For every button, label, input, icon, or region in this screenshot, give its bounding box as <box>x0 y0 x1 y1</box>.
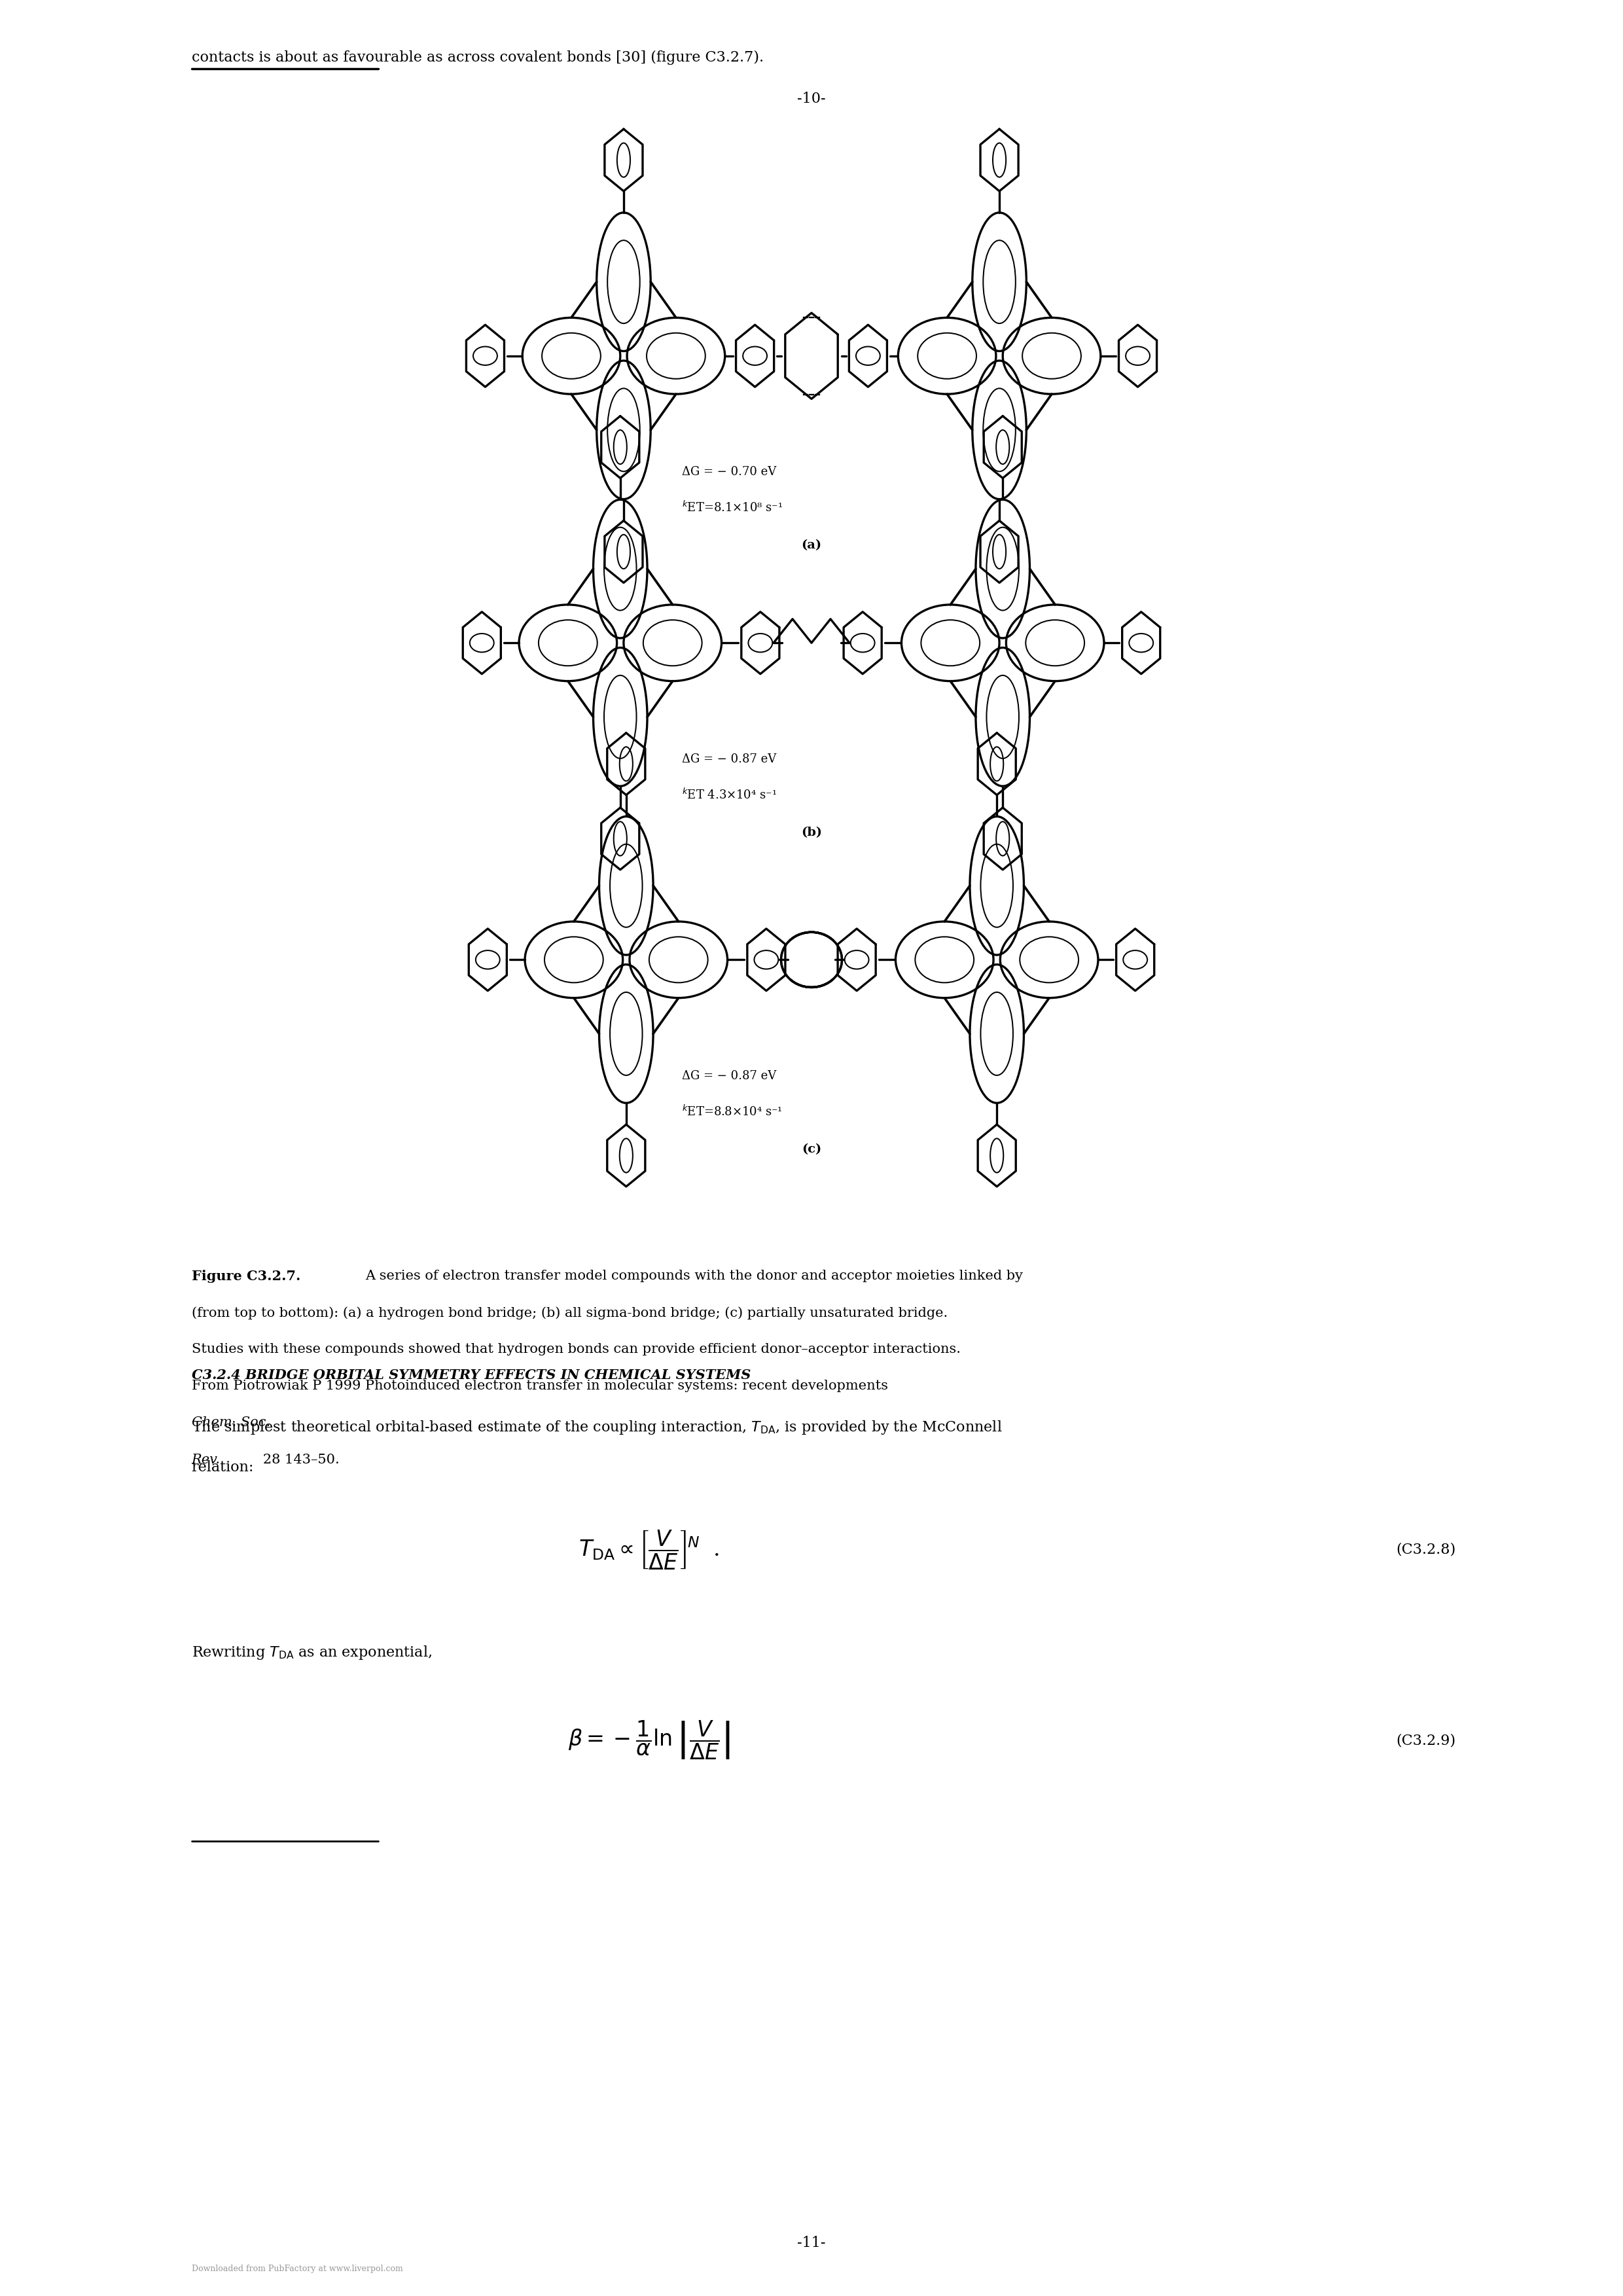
Text: Rev.: Rev. <box>192 1453 221 1465</box>
Text: $\beta = -\dfrac{1}{\alpha} \ln \left| \dfrac{V}{\Delta E} \right|$: $\beta = -\dfrac{1}{\alpha} \ln \left| \… <box>568 1720 730 1761</box>
Text: Downloaded from PubFactory at www.liverpol.com: Downloaded from PubFactory at www.liverp… <box>192 2264 403 2273</box>
Text: (from top to bottom): (a) a hydrogen bond bridge; (b) all sigma-bond bridge; (c): (from top to bottom): (a) a hydrogen bon… <box>192 1306 948 1320</box>
Text: Figure C3.2.7.: Figure C3.2.7. <box>192 1270 300 1283</box>
Text: $^k$ET=8.1×10⁸ s⁻¹: $^k$ET=8.1×10⁸ s⁻¹ <box>682 501 782 514</box>
Text: $^k$ET=8.8×10⁴ s⁻¹: $^k$ET=8.8×10⁴ s⁻¹ <box>682 1104 782 1118</box>
Text: (b): (b) <box>802 827 821 838</box>
Text: (C3.2.9): (C3.2.9) <box>1396 1733 1456 1747</box>
Text: ΔG = − 0.87 eV: ΔG = − 0.87 eV <box>682 1070 776 1081</box>
Text: From Piotrowiak P 1999 Photoinduced electron transfer in molecular systems: rece: From Piotrowiak P 1999 Photoinduced elec… <box>192 1380 893 1391</box>
Text: ΔG = − 0.70 eV: ΔG = − 0.70 eV <box>682 466 776 478</box>
Text: Chem. Soc.: Chem. Soc. <box>192 1417 269 1428</box>
Text: (C3.2.8): (C3.2.8) <box>1396 1543 1456 1557</box>
Text: $T_{\mathrm{DA}} \propto \left[\dfrac{V}{\Delta E}\right]^{\!N}$  .: $T_{\mathrm{DA}} \propto \left[\dfrac{V}… <box>579 1529 719 1570</box>
Text: -11-: -11- <box>797 2236 826 2250</box>
Text: Studies with these compounds showed that hydrogen bonds can provide efficient do: Studies with these compounds showed that… <box>192 1343 961 1355</box>
Text: (c): (c) <box>802 1143 821 1155</box>
Text: C3.2.4 BRIDGE ORBITAL SYMMETRY EFFECTS IN CHEMICAL SYSTEMS: C3.2.4 BRIDGE ORBITAL SYMMETRY EFFECTS I… <box>192 1368 751 1382</box>
Text: ΔG = − 0.87 eV: ΔG = − 0.87 eV <box>682 753 776 765</box>
Text: A series of electron transfer model compounds with the donor and acceptor moieti: A series of electron transfer model comp… <box>365 1270 1022 1281</box>
Text: The simplest theoretical orbital-based estimate of the coupling interaction, $T_: The simplest theoretical orbital-based e… <box>192 1419 1001 1435</box>
Text: relation:: relation: <box>192 1460 253 1474</box>
Text: 28 143–50.: 28 143–50. <box>253 1453 339 1465</box>
Text: Rewriting $T_{\mathrm{DA}}$ as an exponential,: Rewriting $T_{\mathrm{DA}}$ as an expone… <box>192 1644 432 1660</box>
Text: contacts is about as favourable as across covalent bonds [30] (figure C3.2.7).: contacts is about as favourable as acros… <box>192 51 763 64</box>
Text: (a): (a) <box>802 540 821 551</box>
Text: $^k$ET 4.3×10⁴ s⁻¹: $^k$ET 4.3×10⁴ s⁻¹ <box>682 788 776 801</box>
Text: -10-: -10- <box>797 92 826 106</box>
